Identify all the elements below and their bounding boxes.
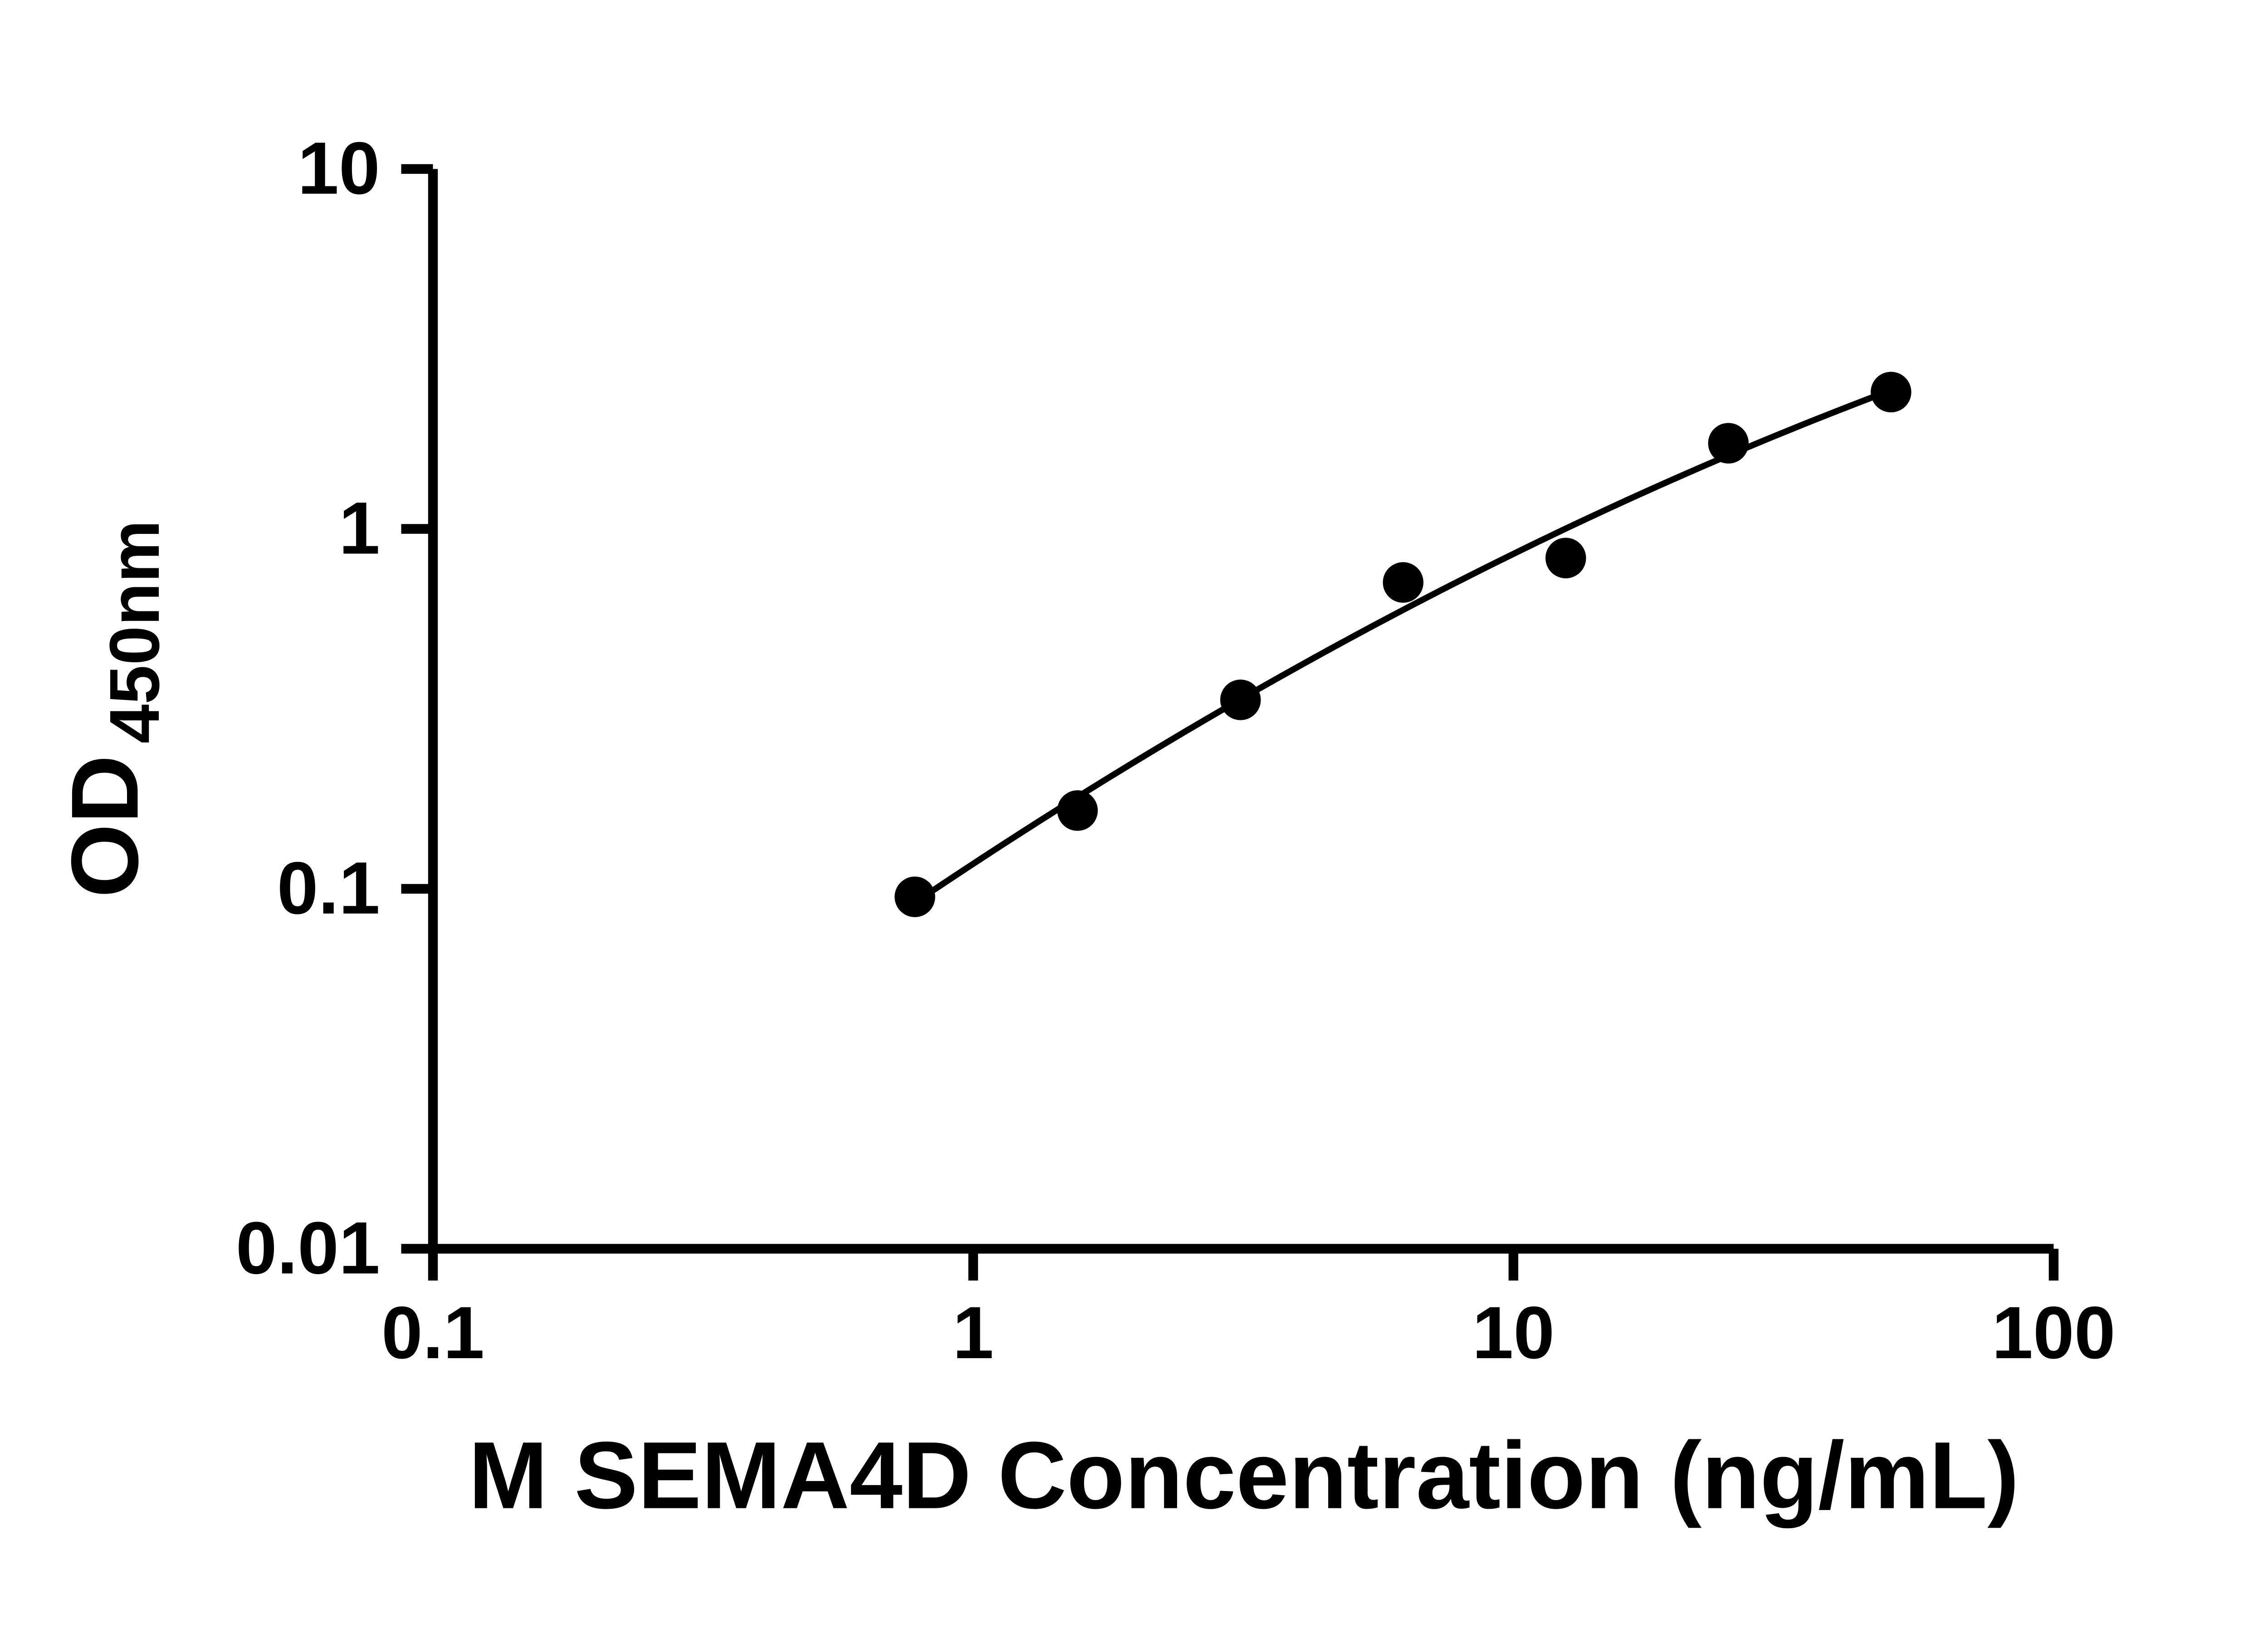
- x-axis-tick-labels: 0.1 1 10 100: [381, 1291, 2116, 1374]
- y-tick-label: 0.1: [277, 846, 380, 929]
- y-axis-title-main: OD: [51, 755, 158, 898]
- x-tick-label: 10: [1472, 1291, 1555, 1374]
- fit-curve: [912, 387, 1894, 906]
- x-tick-label: 100: [1992, 1291, 2116, 1374]
- data-points: [894, 372, 1911, 917]
- x-axis-ticks: [428, 1248, 2059, 1281]
- data-point: [1871, 372, 1911, 413]
- y-axis-ticks: [401, 164, 433, 1254]
- y-tick-label: 10: [298, 127, 380, 210]
- data-point: [1708, 423, 1749, 464]
- y-axis-title: OD 450nm: [51, 520, 174, 898]
- data-point: [894, 876, 935, 917]
- x-axis-title: M SEMA4D Concentration (ng/mL): [469, 1422, 2019, 1529]
- y-axis-tick-labels: 0.01 0.1 1 10: [236, 127, 380, 1289]
- y-axis-title-sub: 450nm: [95, 520, 174, 743]
- y-tick-label: 0.01: [236, 1206, 380, 1289]
- data-point: [1383, 562, 1424, 603]
- x-tick-label: 1: [953, 1291, 994, 1374]
- data-point: [1545, 538, 1586, 578]
- y-tick-label: 1: [339, 486, 380, 569]
- data-point: [1057, 790, 1098, 831]
- x-tick-label: 0.1: [381, 1291, 484, 1374]
- data-point: [1220, 680, 1261, 720]
